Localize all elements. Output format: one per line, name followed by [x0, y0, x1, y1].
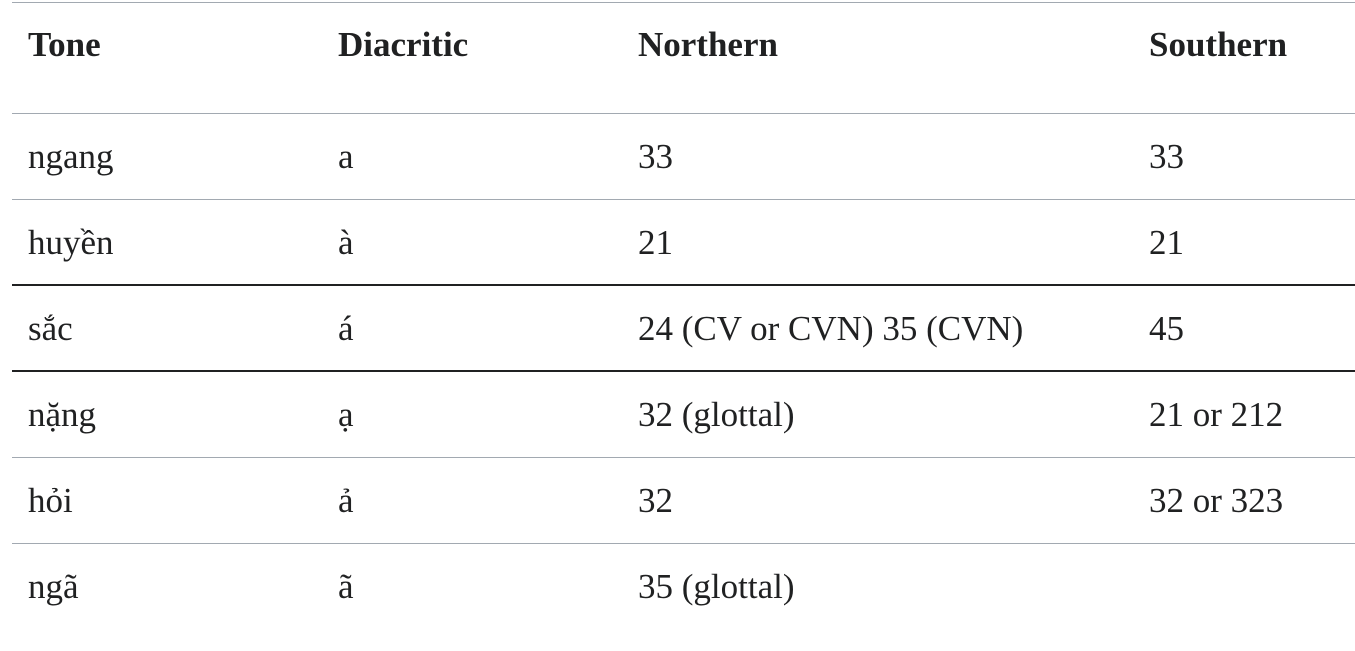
table-cell: ả [338, 481, 354, 520]
table-cell: huyền [28, 223, 114, 262]
table-cell: 21 [1149, 223, 1184, 262]
table-cell: ạ [338, 395, 354, 434]
table-cell: 32 or 323 [1149, 481, 1284, 520]
row-border [12, 370, 1355, 372]
table-cell: a [338, 137, 354, 176]
table-cell: 33 [1149, 137, 1184, 176]
table-cell: 32 [638, 481, 673, 520]
table-cell: 35 (glottal) [638, 567, 795, 606]
table-cell: ã [338, 567, 354, 606]
table-cell: hỏi [28, 481, 73, 520]
table-cell: nặng [28, 395, 97, 434]
table-cell: sắc [28, 309, 73, 348]
row-border [12, 543, 1355, 544]
table-cell: 21 or 212 [1149, 395, 1284, 434]
table-cell: 32 (glottal) [638, 395, 795, 434]
table-cell: à [338, 223, 354, 262]
row-border [12, 199, 1355, 200]
table-cell: ngã [28, 567, 79, 606]
row-border [12, 113, 1355, 114]
table-cell: ngang [28, 137, 114, 176]
header-cell: Southern [1149, 25, 1288, 64]
table-cell: 45 [1149, 309, 1184, 348]
table-cell: 21 [638, 223, 673, 262]
row-border [12, 457, 1355, 458]
row-border [12, 284, 1355, 286]
table-border [12, 2, 1355, 3]
table-cell: 33 [638, 137, 673, 176]
header-cell: Diacritic [338, 25, 469, 64]
table-cell: 24 (CV or CVN) 35 (CVN) [638, 309, 1024, 348]
header-cell: Tone [28, 25, 101, 64]
header-cell: Northern [638, 25, 778, 64]
table-cell: á [338, 309, 354, 348]
